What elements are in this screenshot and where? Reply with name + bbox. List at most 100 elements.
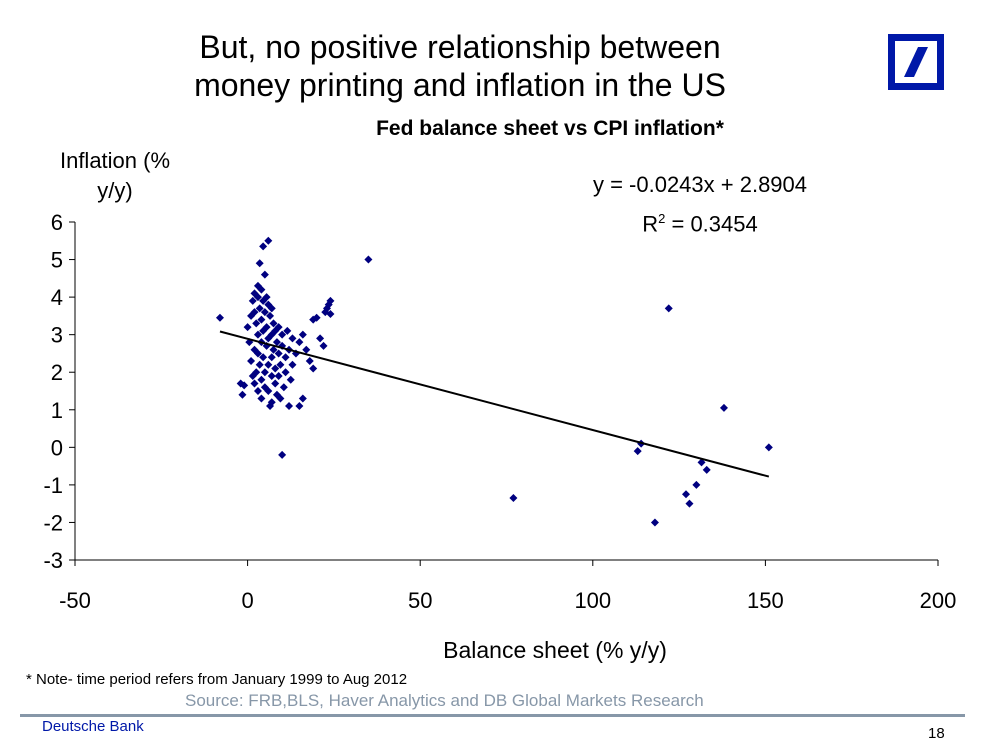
y-tick-label: -2 — [43, 510, 63, 535]
data-point — [281, 368, 290, 377]
data-point — [267, 353, 276, 362]
data-point — [255, 304, 264, 313]
data-point — [240, 381, 249, 390]
data-point — [509, 494, 518, 503]
y-tick-label: 1 — [51, 398, 63, 423]
y-tick-label: 5 — [51, 248, 63, 273]
data-point — [250, 379, 259, 388]
x-tick-label: -50 — [59, 588, 91, 613]
x-axis-label: Balance sheet (% y/y) — [443, 637, 667, 663]
data-point — [298, 330, 307, 339]
data-point — [253, 330, 262, 339]
data-point — [262, 323, 271, 332]
data-point — [255, 360, 264, 369]
data-point — [288, 334, 297, 343]
data-point — [685, 499, 694, 508]
data-point — [260, 270, 269, 279]
data-point — [281, 353, 290, 362]
data-point — [283, 326, 292, 335]
y-axis-label: Inflation (% y/y) — [30, 146, 200, 206]
data-point — [266, 311, 275, 320]
y-tick-label: -1 — [43, 473, 63, 498]
data-point — [264, 236, 273, 245]
y-tick-label: 3 — [51, 323, 63, 348]
data-point — [302, 345, 311, 354]
data-point — [252, 319, 261, 328]
data-point — [238, 390, 247, 399]
data-point — [260, 308, 269, 317]
data-point — [269, 319, 278, 328]
data-point — [269, 345, 278, 354]
y-axis-label-line1: Inflation (% — [59, 148, 171, 173]
data-point — [253, 387, 262, 395]
data-points — [215, 236, 773, 527]
data-point — [305, 356, 314, 365]
slide-title: But, no positive relationship between mo… — [140, 28, 780, 104]
data-point — [247, 356, 256, 365]
x-tick-label: 100 — [574, 588, 611, 613]
footer-divider — [20, 714, 965, 717]
data-point — [253, 349, 262, 358]
x-tick-label: 150 — [747, 588, 784, 613]
data-point — [316, 334, 325, 343]
data-point — [692, 480, 701, 489]
slide-title-line2: money printing and inflation in the US — [194, 67, 726, 103]
data-point — [271, 379, 280, 388]
data-point — [267, 398, 276, 407]
r-squared: R2 = 0.3454 — [520, 202, 880, 241]
data-point — [257, 285, 266, 294]
data-point — [250, 308, 259, 317]
data-point — [719, 403, 728, 412]
data-point — [298, 394, 307, 403]
data-point — [264, 387, 273, 395]
page-number: 18 — [928, 725, 945, 742]
trendline-group — [219, 330, 770, 478]
trendline-annotation: y = -0.0243x + 2.8904 R2 = 0.3454 — [520, 168, 880, 241]
data-point — [650, 518, 659, 527]
data-point — [702, 465, 711, 474]
slide-title-line1: But, no positive relationship between — [199, 29, 721, 65]
data-point — [633, 447, 642, 456]
data-point — [295, 338, 304, 347]
data-point — [259, 242, 268, 251]
data-point — [279, 383, 288, 392]
chart-title: Fed balance sheet vs CPI inflation* — [376, 117, 724, 140]
trendline — [219, 330, 770, 478]
x-tick-label: 200 — [920, 588, 957, 613]
data-point — [260, 368, 269, 377]
r-squared-value: = 0.3454 — [665, 211, 758, 237]
data-point — [243, 323, 252, 332]
y-tick-label: 4 — [51, 285, 63, 310]
deutsche-bank-logo-icon — [888, 34, 944, 90]
x-tick-label: 0 — [241, 588, 253, 613]
data-point — [267, 304, 276, 313]
x-tick-label: 50 — [408, 588, 432, 613]
y-tick-label: 2 — [51, 360, 63, 385]
data-point — [215, 313, 224, 322]
data-point — [286, 375, 295, 384]
footnote: * Note- time period refers from January … — [26, 671, 408, 688]
r-squared-symbol: R — [642, 211, 659, 237]
data-point — [274, 349, 283, 358]
data-point — [319, 341, 328, 350]
data-point — [253, 293, 262, 302]
data-point — [272, 338, 281, 347]
data-point — [248, 371, 257, 380]
logo-slash — [904, 47, 928, 77]
y-tick-label: 0 — [51, 435, 63, 460]
data-point — [257, 315, 266, 324]
source-note: Source: FRB,BLS, Haver Analytics and DB … — [185, 691, 704, 710]
data-point — [267, 371, 276, 380]
data-point — [364, 255, 373, 264]
data-point — [295, 402, 304, 411]
data-point — [276, 394, 285, 403]
footer-brand: Deutsche Bank — [42, 718, 144, 735]
data-point — [262, 293, 271, 302]
data-point — [278, 450, 287, 459]
y-tick-label: 6 — [51, 210, 63, 235]
data-point — [288, 360, 297, 369]
data-point — [697, 458, 706, 467]
data-point — [312, 313, 321, 322]
y-axis-label-line2: y/y) — [97, 178, 133, 203]
data-point — [682, 490, 691, 499]
